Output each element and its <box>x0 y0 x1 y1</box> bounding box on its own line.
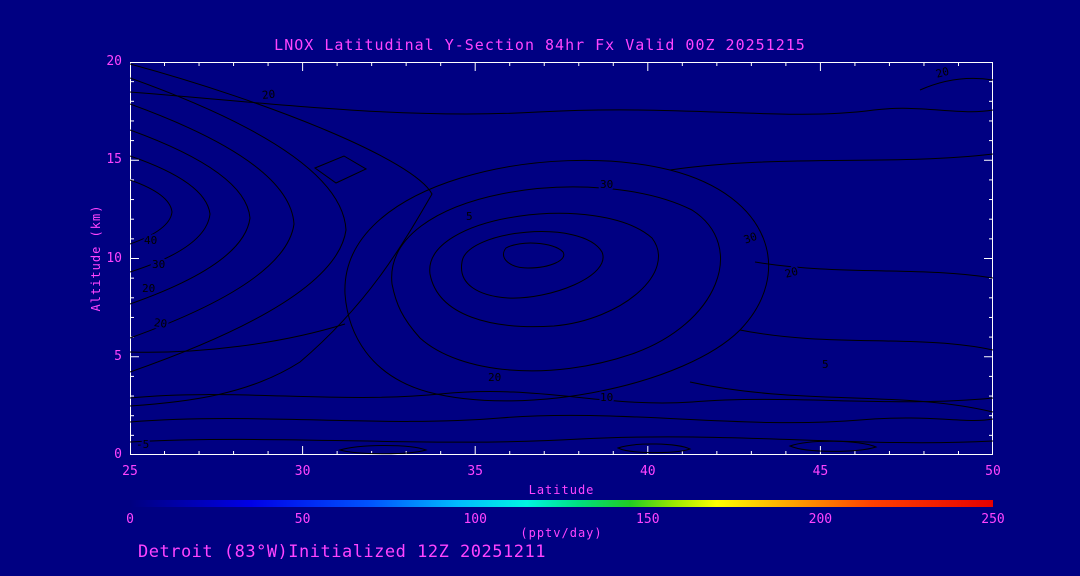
contour-line-level-30 <box>130 129 251 305</box>
colorbar-tick-label: 150 <box>636 512 660 527</box>
contour-line-level-20 <box>130 103 295 339</box>
contour-value-label: 20 <box>142 282 155 295</box>
footer-text: Detroit (83°W)Initialized 12Z 20251211 <box>138 542 546 562</box>
contour-line-level-0 <box>130 391 993 404</box>
contour-value-label: 20 <box>783 265 799 281</box>
contour-line-level-0 <box>130 323 346 353</box>
colorbar-label: (pptv/day) <box>520 526 603 540</box>
contour-line-level-20 <box>130 91 993 115</box>
contour-line-level-10 <box>739 329 993 351</box>
contour-line-level-50 <box>130 179 173 245</box>
x-axis-label: Latitude <box>528 483 595 497</box>
colorbar-tick-label: 250 <box>981 512 1005 527</box>
contour-value-label: 10 <box>600 391 613 404</box>
plot-title: LNOX Latitudinal Y-Section 84hr Fx Valid… <box>274 36 806 54</box>
contour-line-level-20 <box>669 153 993 171</box>
contour-line-level--5 <box>130 436 993 444</box>
contour-value-label: 5 <box>822 358 829 371</box>
contour-line-level-40 <box>461 231 604 299</box>
contour-line-level-30 <box>429 212 659 328</box>
contour-value-label: 20 <box>934 65 950 81</box>
y-tick-label: 10 <box>106 250 122 266</box>
y-tick-label: 5 <box>114 348 122 364</box>
contour-value-label: 30 <box>742 230 759 247</box>
colorbar-tick-label: 0 <box>126 512 134 527</box>
x-tick-label: 50 <box>985 464 1001 479</box>
contour-value-label: 30 <box>152 258 165 271</box>
y-tick-label: 0 <box>114 447 122 462</box>
colorbar-tick-label: 50 <box>294 512 311 527</box>
contour-value-label: 20 <box>488 371 501 384</box>
y-tick-label: 15 <box>106 152 122 168</box>
contour-value-label: -5 <box>136 438 149 451</box>
contour-line-level-40 <box>130 155 211 273</box>
contour-value-label: 40 <box>144 234 157 247</box>
contour-value-label: 20 <box>261 88 276 102</box>
x-tick-label: 30 <box>294 464 311 479</box>
x-tick-label: 45 <box>812 464 829 479</box>
contour-value-label: 20 <box>153 316 168 331</box>
colorbar-tick-label: 200 <box>808 512 833 527</box>
contour-line-level-20 <box>754 261 993 279</box>
plot-frame <box>130 62 993 455</box>
contour-value-label: 30 <box>600 178 613 191</box>
contour-line-level-10 <box>344 159 770 402</box>
colorbar-tick-label: 100 <box>463 512 487 527</box>
contour-line-level-30 <box>313 155 368 184</box>
x-tick-label: 25 <box>122 464 138 479</box>
contour-line-level-5 <box>130 63 433 407</box>
contour-line-level-5 <box>689 381 993 413</box>
x-tick-label: 40 <box>639 464 656 479</box>
x-tick-label: 35 <box>467 464 484 479</box>
contour-line-level-20 <box>919 77 993 91</box>
colorbar-gradient <box>130 500 993 507</box>
contour-line-level--5 <box>788 440 878 452</box>
contour-line-level-20 <box>391 186 721 372</box>
contour-line-level--5 <box>338 445 428 455</box>
contour-line-level--5 <box>616 443 692 454</box>
contour-plot: 20 40 30 20 20 5 30 30 20 10 20 -5 5 20 <box>130 62 993 455</box>
contour-value-label: 5 <box>466 210 473 223</box>
contour-line-level-10 <box>130 77 347 373</box>
y-tick-label: 20 <box>106 54 122 69</box>
contour-line-level-50 <box>503 242 565 269</box>
contour-line-level-0 <box>130 414 993 424</box>
